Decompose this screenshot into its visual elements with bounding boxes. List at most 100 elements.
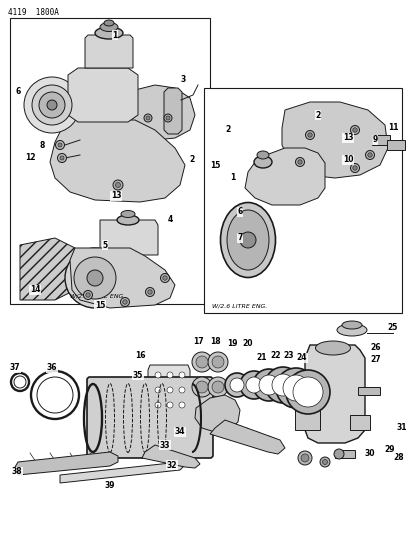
Text: 3: 3 — [180, 76, 186, 85]
Circle shape — [295, 157, 304, 166]
Polygon shape — [148, 365, 190, 425]
Ellipse shape — [315, 341, 350, 355]
Text: 21: 21 — [257, 353, 267, 362]
Text: 18: 18 — [210, 337, 220, 346]
Circle shape — [301, 454, 309, 462]
Text: 13: 13 — [343, 133, 353, 142]
Text: 31: 31 — [397, 424, 407, 432]
Ellipse shape — [220, 203, 275, 278]
Ellipse shape — [337, 324, 367, 336]
Circle shape — [208, 352, 228, 372]
Polygon shape — [210, 420, 285, 454]
Text: 34: 34 — [175, 427, 185, 437]
Text: 23: 23 — [284, 351, 294, 359]
Circle shape — [160, 273, 169, 282]
Circle shape — [86, 293, 90, 297]
Text: 6: 6 — [16, 87, 21, 96]
Text: 9: 9 — [373, 135, 378, 144]
Circle shape — [265, 367, 301, 403]
Circle shape — [120, 297, 129, 306]
Circle shape — [167, 387, 173, 393]
Text: 15: 15 — [210, 160, 220, 169]
Text: 22: 22 — [271, 351, 281, 359]
Polygon shape — [305, 345, 365, 443]
Circle shape — [87, 270, 103, 286]
Ellipse shape — [117, 215, 139, 225]
Circle shape — [144, 114, 152, 122]
FancyBboxPatch shape — [87, 377, 213, 458]
Text: W/2.6 LITRE ENG.: W/2.6 LITRE ENG. — [212, 303, 267, 308]
Circle shape — [308, 133, 312, 137]
Circle shape — [366, 150, 375, 159]
Text: 4119  1800A: 4119 1800A — [8, 8, 59, 17]
Circle shape — [192, 352, 212, 372]
Circle shape — [196, 381, 208, 393]
Polygon shape — [195, 395, 240, 432]
Text: 37: 37 — [10, 364, 20, 373]
Text: 8: 8 — [39, 141, 45, 149]
Text: 20: 20 — [243, 338, 253, 348]
Text: 7: 7 — [237, 233, 243, 243]
Text: 28: 28 — [394, 454, 404, 463]
Circle shape — [353, 166, 357, 170]
Circle shape — [259, 375, 279, 395]
Circle shape — [240, 371, 268, 399]
Ellipse shape — [104, 20, 114, 26]
Polygon shape — [50, 120, 185, 202]
Bar — [358, 387, 380, 395]
Bar — [204, 88, 402, 313]
Circle shape — [353, 128, 357, 132]
Text: 15: 15 — [95, 301, 105, 310]
Circle shape — [167, 372, 173, 378]
Circle shape — [276, 368, 316, 408]
Text: 2: 2 — [189, 156, 195, 165]
Circle shape — [179, 387, 185, 393]
Circle shape — [74, 257, 116, 299]
Polygon shape — [100, 220, 158, 255]
Polygon shape — [15, 452, 118, 475]
Circle shape — [55, 141, 64, 149]
Text: 2: 2 — [315, 110, 321, 119]
Circle shape — [166, 116, 170, 120]
Circle shape — [155, 372, 161, 378]
Circle shape — [246, 377, 262, 393]
Circle shape — [298, 160, 302, 164]
Text: 6: 6 — [237, 207, 243, 216]
Circle shape — [146, 287, 155, 296]
Text: 35: 35 — [133, 370, 143, 379]
Text: W/2.2 LITRE ENG.: W/2.2 LITRE ENG. — [70, 294, 125, 299]
Circle shape — [230, 378, 244, 392]
Circle shape — [47, 100, 57, 110]
Circle shape — [39, 92, 65, 118]
Polygon shape — [164, 88, 182, 134]
Circle shape — [368, 153, 372, 157]
Polygon shape — [130, 85, 195, 140]
Text: 29: 29 — [385, 446, 395, 455]
Text: 38: 38 — [12, 467, 22, 477]
Circle shape — [24, 77, 80, 133]
Text: 17: 17 — [193, 337, 203, 346]
Bar — [350, 415, 370, 430]
Circle shape — [60, 156, 64, 160]
Circle shape — [146, 116, 150, 120]
Ellipse shape — [100, 22, 118, 31]
Ellipse shape — [342, 321, 362, 329]
Circle shape — [123, 300, 127, 304]
Circle shape — [350, 164, 359, 173]
Text: 10: 10 — [343, 156, 353, 165]
Circle shape — [240, 232, 256, 248]
Bar — [372, 135, 390, 145]
Circle shape — [32, 85, 72, 125]
Text: 2: 2 — [225, 125, 231, 134]
Text: 11: 11 — [388, 124, 398, 133]
Circle shape — [155, 402, 161, 408]
Text: 24: 24 — [297, 353, 307, 362]
Text: 13: 13 — [111, 191, 121, 200]
Circle shape — [148, 290, 152, 294]
Text: 16: 16 — [135, 351, 145, 359]
Polygon shape — [245, 148, 325, 205]
Text: 19: 19 — [227, 338, 237, 348]
Text: 1: 1 — [112, 30, 118, 39]
Circle shape — [350, 125, 359, 134]
Ellipse shape — [121, 211, 135, 217]
